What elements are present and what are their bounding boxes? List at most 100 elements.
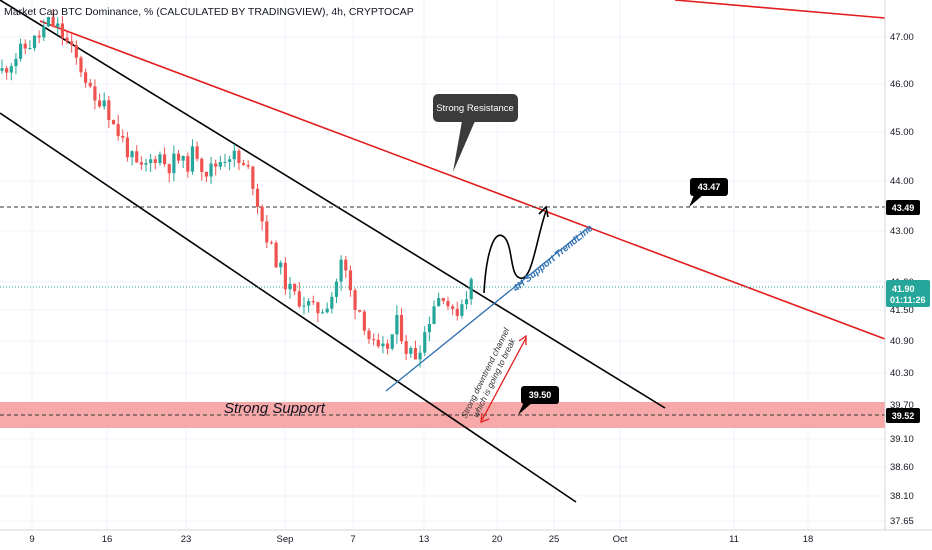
breakout-distance-arrow — [481, 337, 527, 421]
candle-body — [195, 146, 199, 159]
x-tick-label: 20 — [492, 534, 503, 545]
candle-body — [297, 291, 301, 307]
candle-body — [269, 242, 274, 244]
badge-43-47: 43.47 — [689, 178, 728, 207]
x-tick-label: 18 — [803, 534, 814, 545]
candle-body — [362, 311, 366, 331]
candle-body — [279, 262, 283, 268]
candle-body — [186, 156, 190, 172]
breakout-arrow-head-top — [518, 334, 527, 345]
y-tick-label: 38.60 — [890, 462, 914, 473]
candle-body — [260, 206, 264, 222]
badge-39-50-text: 39.50 — [529, 390, 552, 400]
candle-body — [149, 159, 153, 164]
candle-body — [441, 298, 445, 301]
candle-body — [395, 315, 399, 335]
candle-body — [320, 312, 325, 314]
candle-body — [399, 315, 404, 342]
candle-body — [88, 82, 92, 87]
x-tick-label: Sep — [277, 534, 294, 545]
candle-body — [274, 242, 278, 268]
price-badge-39-52: 39.52 — [886, 408, 920, 423]
candle-body — [0, 68, 4, 71]
y-tick-label: 40.30 — [890, 368, 914, 379]
candle-body — [381, 343, 385, 347]
candle-body — [344, 259, 348, 271]
trendline-label-group: 4H Support TrendLine — [510, 223, 596, 295]
candle-body — [223, 161, 227, 163]
candle-body — [125, 137, 130, 158]
candle-body — [255, 188, 260, 207]
candle-body — [74, 44, 78, 58]
candle-body — [358, 309, 362, 312]
candle-body — [316, 302, 320, 314]
candle-body — [241, 163, 246, 166]
candle-body — [121, 135, 125, 138]
last-price-text: 41.90 — [892, 284, 915, 294]
breakout-arrow-head-bottom — [480, 412, 490, 423]
y-tick-label: 40.90 — [890, 336, 914, 347]
candle-body — [111, 119, 116, 125]
candle-body — [409, 348, 413, 354]
candle-body — [228, 159, 232, 162]
candle-body — [56, 23, 60, 27]
candle-body — [65, 37, 69, 42]
candle-body — [200, 158, 204, 172]
candle-body — [372, 339, 376, 341]
candle-body — [376, 339, 380, 347]
candle-body — [460, 304, 464, 316]
candle-body — [130, 151, 134, 158]
strong-resistance-text: Strong Resistance — [436, 103, 514, 114]
price-axis[interactable]: 47.00 46.00 45.00 44.00 43.00 41.90 41.50 40.90… — [890, 32, 914, 527]
candle-body — [265, 221, 269, 243]
candle-body — [116, 124, 120, 136]
candle-body — [162, 154, 167, 165]
support-zone-label: Strong Support — [224, 400, 326, 417]
resistance-line-main — [39, 20, 886, 340]
candle-body — [385, 343, 390, 349]
y-tick-label: 41.50 — [890, 305, 914, 316]
candle-body — [209, 163, 213, 177]
price-badge-43-49: 43.49 — [886, 200, 920, 215]
projection-path — [483, 210, 547, 294]
time-axis[interactable]: 9 16 23 Sep 7 13 20 25 Oct 11 18 — [29, 534, 813, 545]
last-price-badge: 41.90 01:11:26 — [886, 280, 930, 307]
candle-body — [237, 150, 241, 164]
channel-lower-line — [0, 112, 577, 503]
candle-body — [427, 324, 431, 333]
y-tick-label: 39.70 — [890, 400, 914, 411]
x-tick-label: 16 — [102, 534, 113, 545]
candle-body — [353, 290, 357, 310]
candle-body — [51, 17, 55, 27]
candle-body — [37, 35, 41, 38]
y-tick-label: 44.00 — [890, 176, 914, 187]
candle-body — [5, 68, 9, 73]
resistance-line-upper — [674, 0, 886, 19]
projection-arrow-head — [538, 205, 549, 218]
candle-body — [60, 23, 64, 38]
x-tick-label: 11 — [729, 534, 739, 545]
candle-body — [135, 151, 139, 163]
candle-body — [283, 262, 287, 290]
candle-body — [302, 305, 306, 307]
y-tick-label: 39.10 — [890, 434, 914, 445]
candle-body — [404, 341, 408, 354]
x-tick-label: 23 — [181, 534, 192, 545]
strong-resistance-callout: Strong Resistance — [433, 94, 518, 172]
candle-body — [144, 163, 148, 165]
candle-body — [214, 163, 218, 167]
countdown-text: 01:11:26 — [890, 295, 926, 305]
candle-body — [446, 300, 450, 307]
candle-body — [330, 296, 334, 309]
candle-body — [390, 334, 394, 349]
candle-body — [93, 86, 97, 101]
candle-body — [339, 259, 343, 282]
candle-body — [307, 301, 311, 306]
candle-body — [84, 72, 88, 83]
candle-body — [139, 162, 143, 165]
x-tick-label: 9 — [29, 534, 34, 545]
trendline-label: 4H Support TrendLine — [510, 223, 596, 295]
candle-body — [232, 150, 236, 160]
candle-body — [348, 270, 353, 291]
